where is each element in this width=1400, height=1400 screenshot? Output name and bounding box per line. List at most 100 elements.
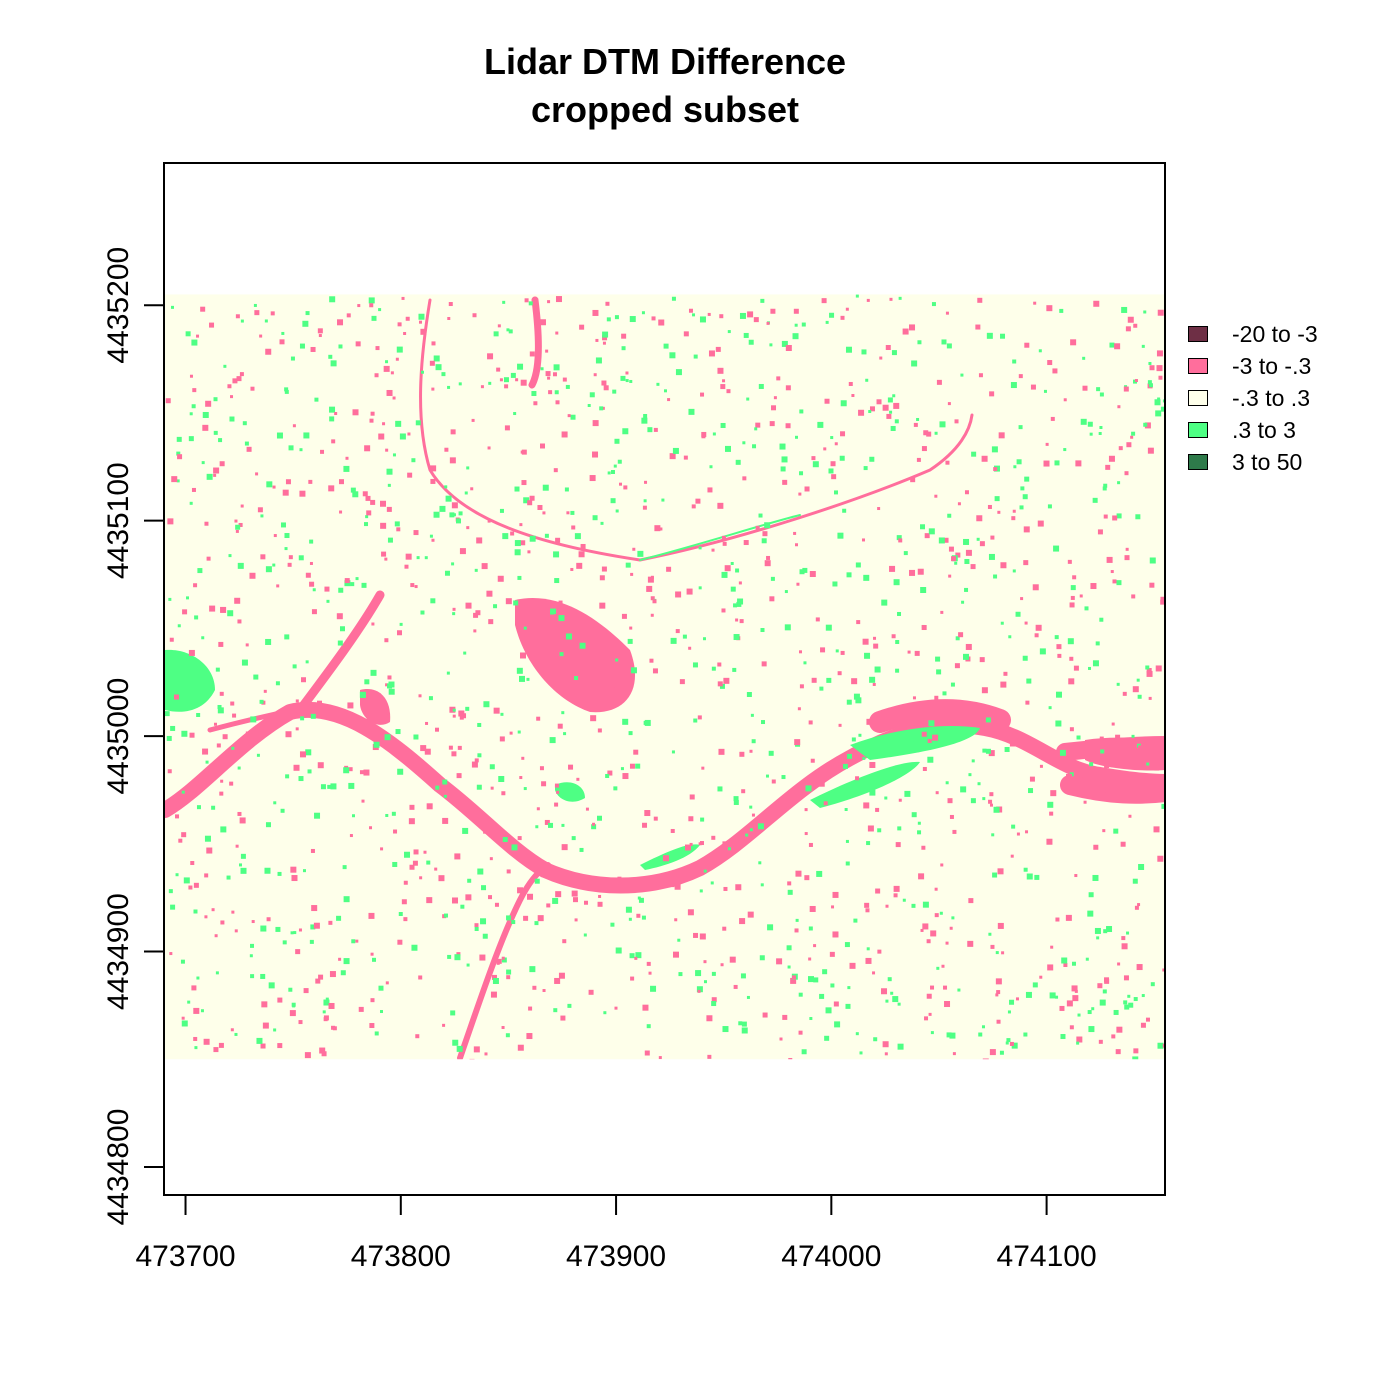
raster-cell: [290, 931, 294, 935]
raster-cell: [954, 663, 960, 669]
raster-cell: [1133, 323, 1138, 328]
raster-cell: [793, 308, 799, 314]
raster-cell: [442, 779, 448, 785]
raster-cell: [302, 869, 306, 873]
raster-cell: [176, 451, 181, 456]
raster-cell: [1132, 878, 1138, 884]
raster-cell: [237, 562, 244, 569]
raster-cell: [380, 847, 384, 851]
raster-cell: [855, 562, 861, 568]
raster-cell: [555, 400, 560, 405]
raster-cell: [378, 433, 385, 440]
raster-cell: [229, 781, 234, 786]
raster-cell: [540, 443, 546, 449]
raster-cell: [310, 924, 316, 930]
raster-cell: [601, 406, 605, 410]
raster-cell: [658, 1056, 662, 1060]
raster-cell: [490, 830, 495, 835]
raster-cell: [305, 311, 310, 316]
raster-cell: [1063, 448, 1067, 452]
raster-cell: [493, 707, 500, 714]
raster-cell: [873, 636, 877, 640]
raster-cell: [562, 939, 567, 944]
raster-cell: [992, 872, 998, 878]
raster-cell: [177, 624, 181, 628]
raster-cell: [755, 422, 761, 428]
raster-cell: [1076, 1041, 1080, 1045]
raster-cell: [189, 501, 193, 505]
raster-cell: [955, 552, 961, 558]
raster-cell: [833, 490, 838, 495]
raster-cell: [449, 457, 456, 464]
raster-cell: [371, 701, 376, 706]
raster-cell: [295, 727, 299, 731]
raster-cell: [1049, 992, 1056, 999]
raster-cell: [418, 694, 422, 698]
raster-cell: [926, 993, 932, 999]
raster-cell: [707, 312, 711, 316]
raster-cell: [809, 571, 816, 578]
raster-cell: [553, 364, 560, 371]
raster-cell: [819, 993, 825, 999]
raster-cell: [1095, 751, 1101, 757]
raster-cell: [454, 954, 461, 961]
raster-cell: [733, 984, 738, 989]
raster-cell: [773, 396, 777, 400]
raster-cell: [1008, 635, 1012, 639]
raster-cell: [820, 647, 826, 653]
raster-cell: [1112, 515, 1118, 521]
raster-cell: [798, 1030, 803, 1035]
raster-cell: [321, 1051, 327, 1057]
raster-cell: [1131, 594, 1136, 599]
raster-cell: [749, 749, 753, 753]
raster-cell: [239, 372, 244, 377]
raster-cell: [1067, 638, 1074, 645]
raster-cell: [293, 931, 297, 935]
raster-cell: [1146, 667, 1152, 673]
raster-cell: [597, 901, 603, 907]
raster-cell: [642, 1004, 649, 1011]
raster-cell: [185, 331, 191, 337]
raster-cell: [692, 662, 698, 668]
raster-cell: [533, 401, 538, 406]
raster-cell: [781, 340, 788, 347]
raster-cell: [720, 422, 726, 428]
raster-cell: [182, 609, 188, 615]
raster-cell: [788, 804, 792, 808]
raster-cell: [452, 612, 456, 616]
raster-cell: [872, 682, 876, 686]
raster-cell: [345, 456, 349, 460]
raster-cell: [191, 339, 198, 346]
raster-cell: [667, 398, 671, 402]
raster-cell: [351, 939, 356, 944]
raster-cell: [629, 316, 636, 323]
raster-cell: [650, 596, 655, 601]
raster-cell: [261, 1001, 268, 1008]
raster-cell: [976, 515, 983, 522]
raster-cell: [625, 371, 629, 375]
raster-cell: [357, 304, 361, 308]
raster-cell: [503, 377, 509, 383]
raster-cell: [602, 335, 608, 341]
raster-cell: [311, 905, 318, 912]
raster-cell: [531, 391, 537, 397]
raster-cell: [941, 339, 947, 345]
raster-cell: [288, 555, 293, 560]
raster-cell: [846, 699, 852, 705]
raster-cell: [476, 784, 482, 790]
raster-cell: [1098, 1039, 1103, 1044]
raster-cell: [885, 904, 889, 908]
raster-cell: [1134, 379, 1138, 383]
raster-cell: [529, 351, 535, 357]
raster-cell: [988, 932, 992, 936]
raster-cell: [262, 1022, 269, 1029]
raster-cell: [445, 495, 452, 502]
raster-cell: [506, 969, 512, 975]
raster-cell: [717, 662, 722, 667]
raster-cell: [420, 370, 424, 374]
legend-item: -20 to -3: [1188, 318, 1318, 350]
raster-cell: [943, 985, 948, 990]
green-bar-3: [640, 844, 700, 870]
raster-cell: [254, 310, 260, 316]
raster-layer: [164, 294, 1165, 1060]
